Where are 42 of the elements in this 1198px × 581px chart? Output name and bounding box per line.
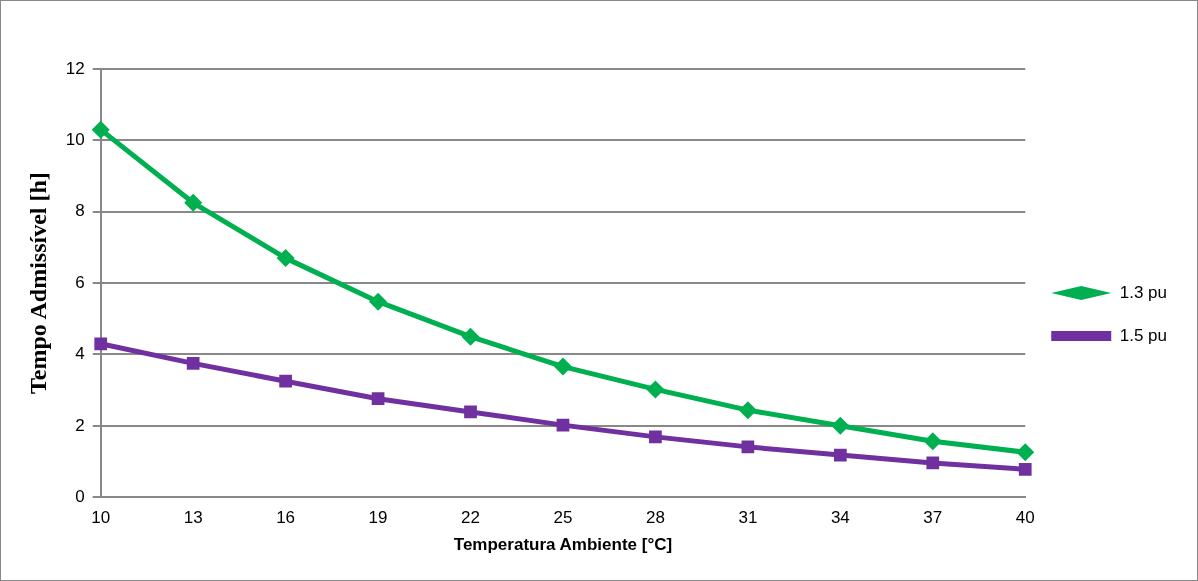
x-tick-label: 34 xyxy=(830,508,850,528)
point xyxy=(184,193,203,212)
y-tick-label: 4 xyxy=(75,344,85,364)
x-axis-title: Temperatura Ambiente [°C] xyxy=(453,535,673,555)
point xyxy=(649,430,662,444)
point xyxy=(94,337,108,351)
point xyxy=(279,374,292,388)
x-tick-label: 31 xyxy=(738,508,758,528)
y-tick-label: 6 xyxy=(75,272,85,292)
point xyxy=(464,405,477,419)
x-tick-label: 25 xyxy=(553,508,573,528)
y-tick-label: 12 xyxy=(65,58,85,78)
point xyxy=(1016,443,1035,462)
point xyxy=(926,456,940,470)
point xyxy=(833,448,847,462)
x-tick-label: 37 xyxy=(923,508,943,528)
x-tick-label: 19 xyxy=(368,508,388,528)
point xyxy=(831,416,850,435)
point xyxy=(276,249,295,268)
legend-label: 1.5 pu xyxy=(1119,325,1167,345)
point xyxy=(553,357,572,376)
x-tick-label: 13 xyxy=(183,508,203,528)
point xyxy=(369,292,388,311)
x-tick-label: 40 xyxy=(1015,508,1035,528)
point xyxy=(461,327,480,346)
point xyxy=(91,120,110,139)
y-tick-label: 0 xyxy=(75,486,85,506)
legend-label: 1.3 pu xyxy=(1119,282,1167,302)
x-tick-label: 28 xyxy=(645,508,665,528)
y-tick-label: 10 xyxy=(65,130,85,150)
x-tick-label: 10 xyxy=(91,508,111,528)
y-tick-label: 8 xyxy=(75,201,85,221)
point xyxy=(646,380,665,399)
point xyxy=(371,392,385,406)
point xyxy=(186,357,200,370)
point xyxy=(738,401,757,420)
point xyxy=(1018,463,1032,476)
x-tick-label: 22 xyxy=(461,508,480,528)
point xyxy=(923,432,942,451)
y-tick-label: 2 xyxy=(75,415,85,435)
y-axis-title: Tempo Admissível [h] xyxy=(24,172,51,395)
x-tick-label: 16 xyxy=(276,508,296,528)
